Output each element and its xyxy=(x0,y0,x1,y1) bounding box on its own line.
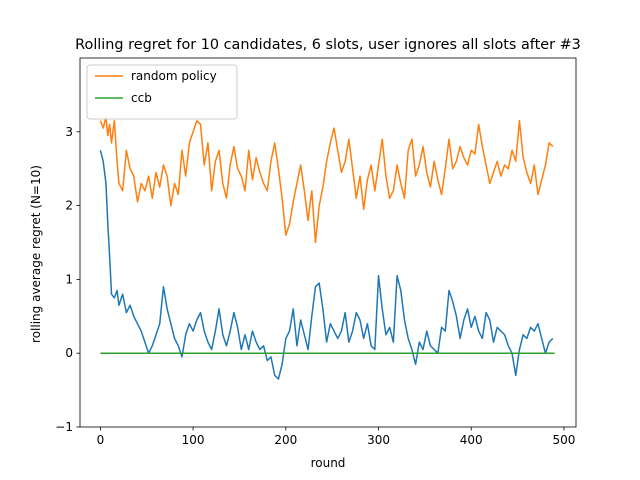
plot-frame xyxy=(79,57,577,428)
x-axis-label: round xyxy=(311,456,346,470)
y-tick-label: 1 xyxy=(65,272,73,286)
y-tick-label: 3 xyxy=(65,125,73,139)
legend-label: ccb xyxy=(131,91,152,105)
series-line-0 xyxy=(99,150,554,380)
x-tick-label: 0 xyxy=(97,433,105,447)
y-tick-label: −1 xyxy=(55,420,73,434)
x-tick-label: 500 xyxy=(552,433,575,447)
y-axis-label: rolling average regret (N=10) xyxy=(29,165,43,343)
legend: random policy ccb xyxy=(86,64,238,120)
legend-label: random policy xyxy=(131,69,217,83)
x-tick-label: 300 xyxy=(367,433,390,447)
x-tick-label: 400 xyxy=(460,433,483,447)
axes-layer: 0 100 200 300 400 500 −1 0 1 2 3 xyxy=(55,57,577,447)
x-tick-label: 100 xyxy=(182,433,205,447)
x-tick-label: 200 xyxy=(274,433,297,447)
y-tick-label: 2 xyxy=(65,199,73,213)
y-tick-label: 0 xyxy=(65,346,73,360)
legend-box xyxy=(86,64,238,120)
series-line-1 xyxy=(99,116,554,244)
chart-title: Rolling regret for 10 candidates, 6 slot… xyxy=(75,37,581,53)
series-layer xyxy=(99,116,555,380)
